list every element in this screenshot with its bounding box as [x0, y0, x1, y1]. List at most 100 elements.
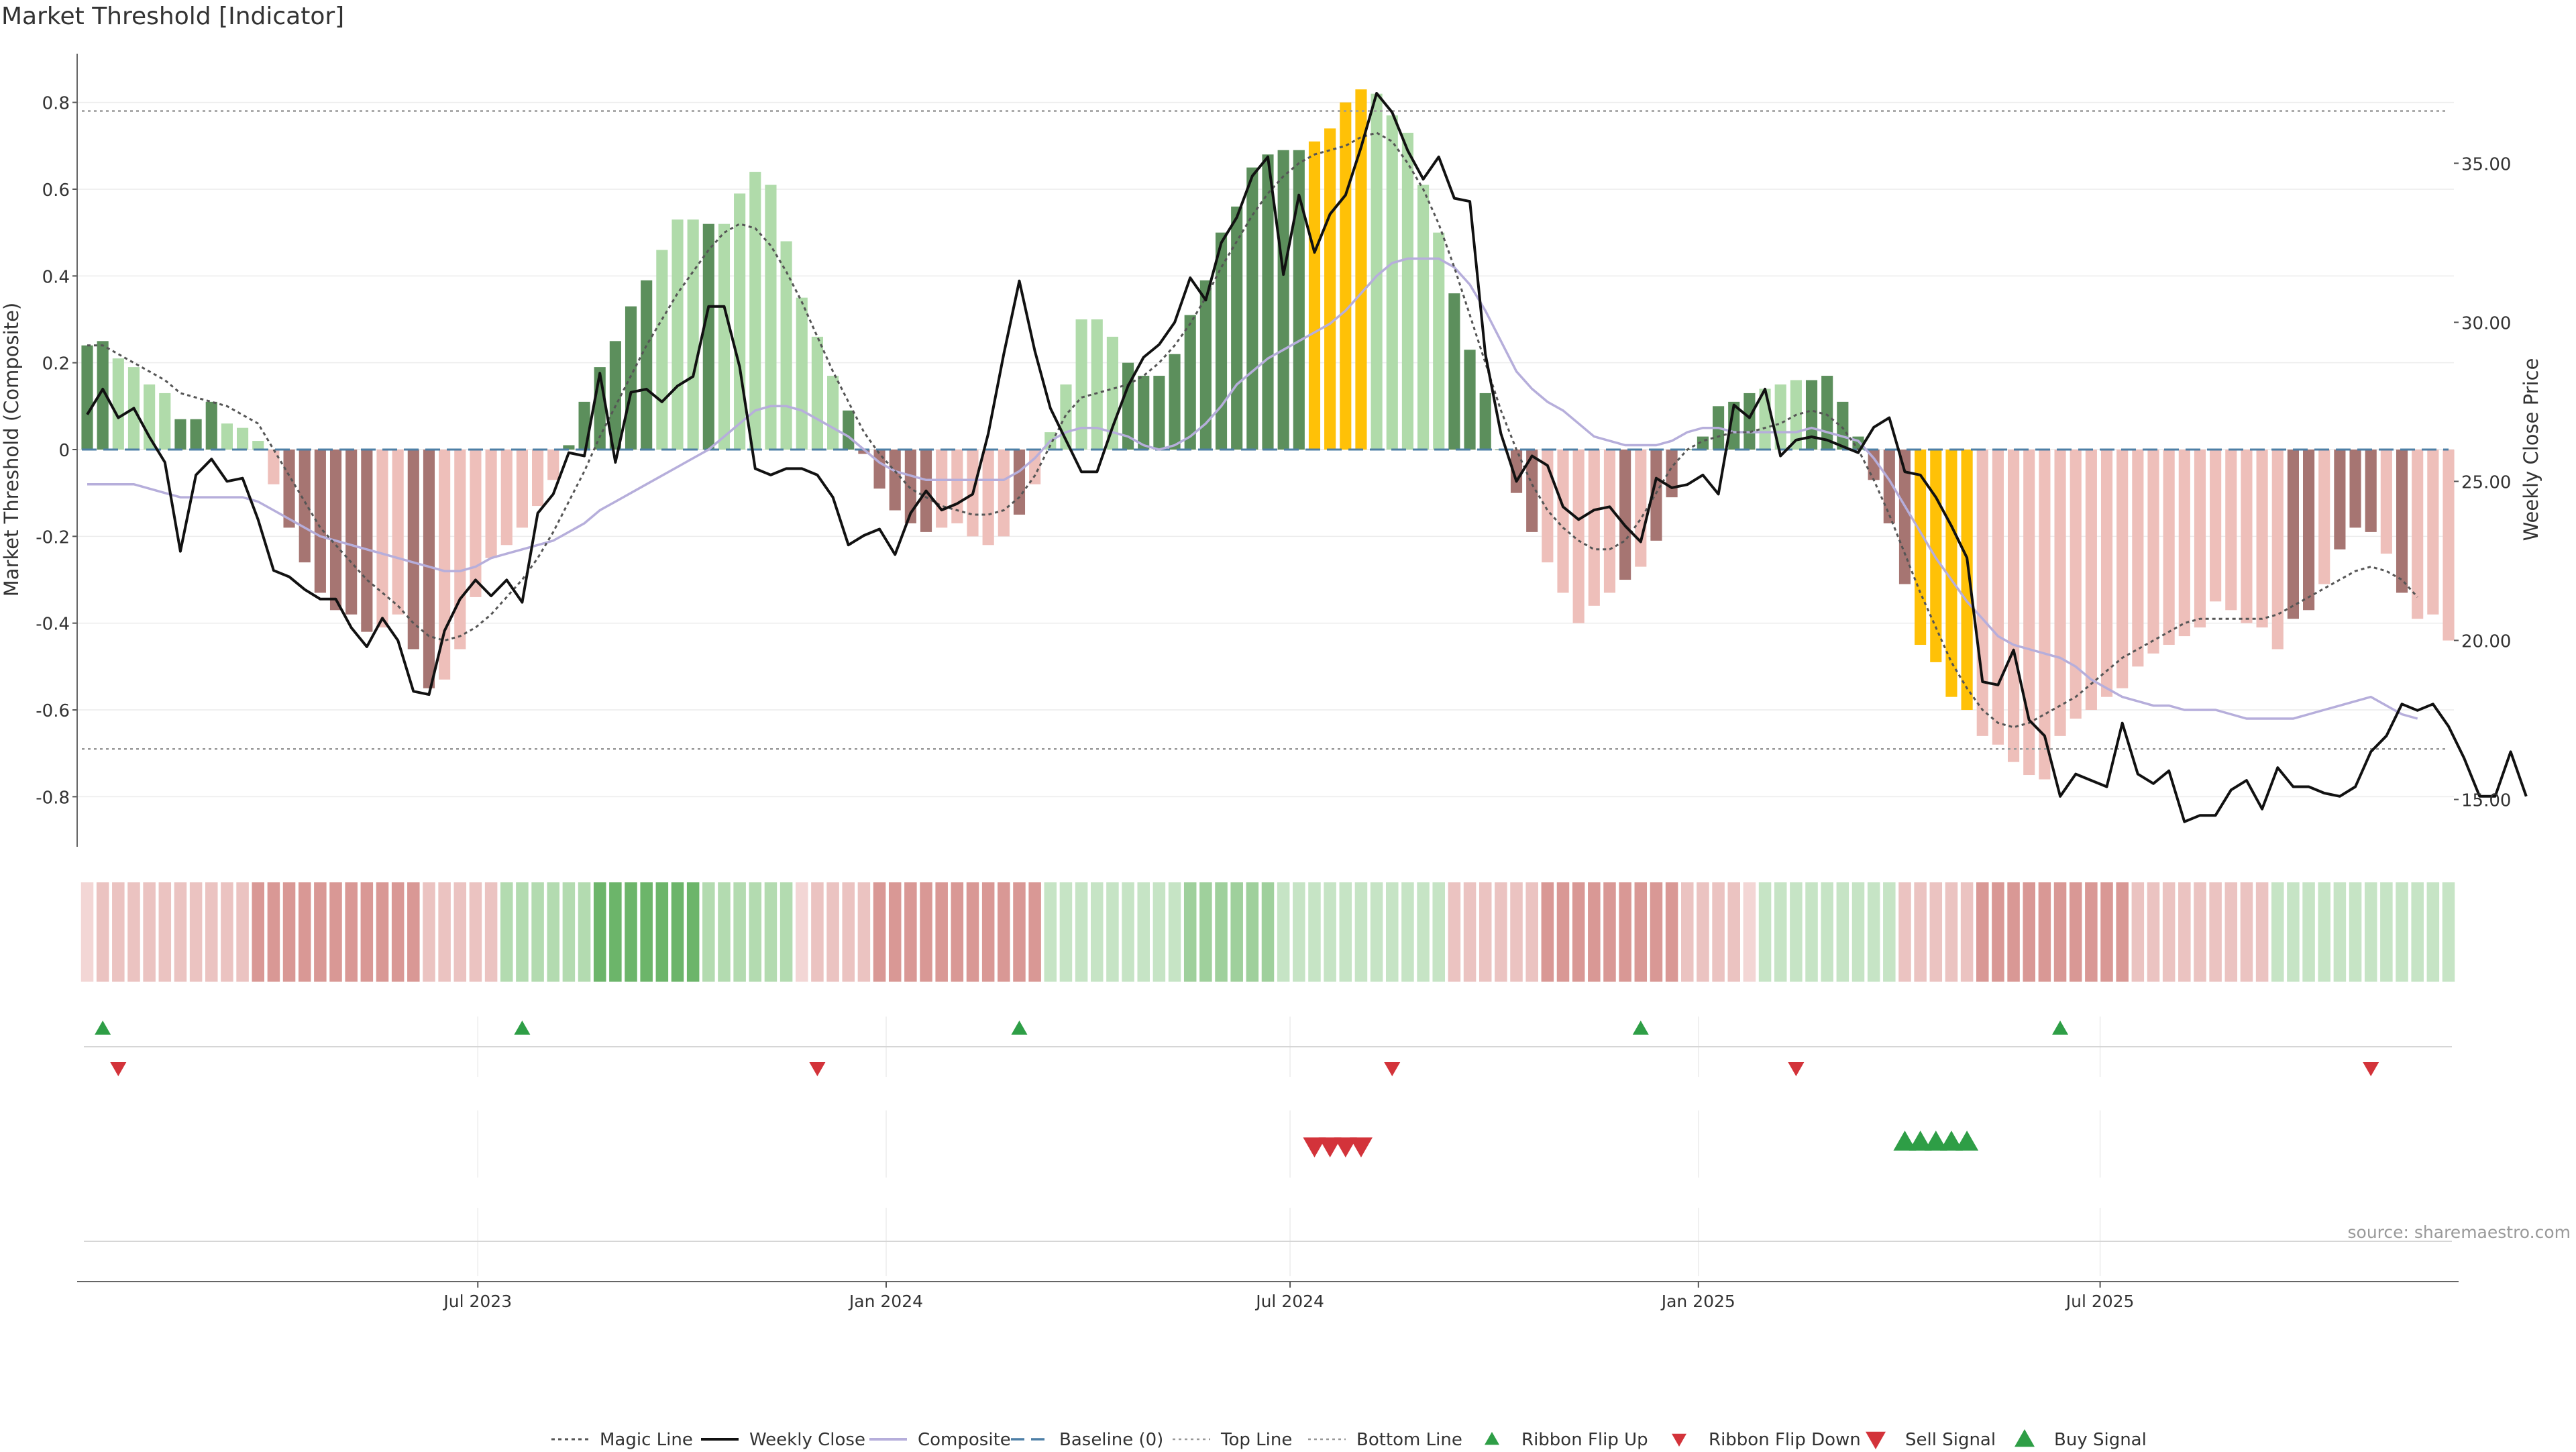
- ribbon-cell: [438, 882, 451, 982]
- composite-bar: [1479, 393, 1491, 450]
- composite-bar: [2210, 450, 2222, 602]
- legend: Magic Line Weekly Close Composite Baseline …: [551, 1429, 2147, 1450]
- ribbon-cell: [2131, 882, 2145, 982]
- ribbon-cell: [2411, 882, 2424, 982]
- composite-bar: [407, 450, 419, 650]
- composite-bar: [547, 450, 559, 480]
- ribbon-cell: [547, 882, 559, 982]
- composite-bar: [470, 450, 482, 597]
- composite-bar: [345, 450, 358, 615]
- ribbon-cell: [1324, 882, 1336, 982]
- composite-bar: [641, 280, 653, 450]
- composite-bar: [2178, 450, 2190, 637]
- ribbon-cell: [935, 882, 948, 982]
- ribbon-flip-up-marker: [514, 1021, 531, 1035]
- x-tick-label: Jul 2024: [1254, 1292, 1324, 1311]
- composite-bar: [221, 423, 233, 450]
- composite-bar: [1091, 319, 1103, 450]
- ribbon-cell: [749, 882, 762, 982]
- composite-bar: [1308, 141, 1321, 450]
- ribbon-cell: [951, 882, 964, 982]
- ribbon-cell: [2426, 882, 2440, 982]
- ribbon-cell: [2116, 882, 2129, 982]
- composite-bar: [174, 419, 186, 450]
- ribbon-cell: [423, 882, 435, 982]
- composite-bar: [2443, 450, 2455, 641]
- composite-bar: [1169, 354, 1181, 450]
- composite-bar: [1619, 450, 1631, 580]
- y-tick-label-right: 30.00: [2461, 313, 2511, 333]
- ribbon-cell: [236, 882, 249, 982]
- composite-bar: [1588, 450, 1600, 606]
- chart-title: Market Threshold [Indicator]: [1, 3, 344, 30]
- ribbon-cell: [127, 882, 140, 982]
- composite-bar: [2318, 450, 2330, 584]
- ribbon-strip: [80, 882, 2455, 982]
- ribbon-cell: [1634, 882, 1648, 982]
- ribbon-cell: [1075, 882, 1088, 982]
- ribbon-cell: [1758, 882, 1772, 982]
- composite-bar: [1743, 393, 1756, 450]
- sell-signal-marker: [1303, 1137, 1326, 1157]
- ribbon-cell: [1463, 882, 1477, 982]
- ribbon-cell: [2194, 882, 2206, 982]
- ribbon-cell: [2038, 882, 2051, 982]
- ribbon-cell: [1712, 882, 1725, 982]
- ribbon-cell: [189, 882, 203, 982]
- composite-bar: [1293, 150, 1305, 450]
- ribbon-cell: [873, 882, 886, 982]
- sell-signal-marker: [1318, 1137, 1342, 1157]
- composite-bar: [889, 450, 901, 511]
- y-axis-label-right: Weekly Close Price: [2520, 358, 2542, 541]
- composite-bar: [1277, 150, 1289, 450]
- ribbon-cell: [1867, 882, 1880, 982]
- ribbon-cell: [484, 882, 498, 982]
- x-tick-label: Jul 2025: [2065, 1292, 2135, 1311]
- composite-bar: [97, 341, 109, 450]
- y-tick-label-left: 0.6: [42, 180, 70, 201]
- composite-bar: [2287, 450, 2299, 619]
- legend-swatch: [1866, 1431, 1886, 1449]
- ribbon-cell: [1556, 882, 1570, 982]
- y-tick-label-left: 0.8: [42, 94, 70, 114]
- ribbon-cell: [796, 882, 808, 982]
- composite-bar: [1976, 450, 1988, 736]
- ribbon-cell: [1603, 882, 1616, 982]
- composite-bar: [734, 193, 746, 450]
- composite-bar: [765, 185, 777, 450]
- ribbon-cell: [1510, 882, 1523, 982]
- ribbon-cell: [1836, 882, 1849, 982]
- ribbon-cell: [1401, 882, 1414, 982]
- y-tick-label-left: -0.8: [36, 788, 70, 808]
- ribbon-cell: [2023, 882, 2035, 982]
- ribbon-cell: [96, 882, 109, 982]
- y-tick-label-left: -0.6: [36, 701, 70, 721]
- ribbon-cell: [1774, 882, 1787, 982]
- composite-bar: [811, 336, 823, 450]
- composite-bar: [2023, 450, 2035, 776]
- composite-bar: [237, 427, 249, 450]
- ribbon-cell: [2333, 882, 2347, 982]
- composite-bar: [578, 401, 590, 450]
- composite-bar: [2147, 450, 2159, 654]
- sell-signal-marker: [1334, 1137, 1357, 1157]
- ribbon-cell: [1370, 882, 1383, 982]
- composite-bar: [485, 450, 497, 558]
- y-axis-label-left: Market Threshold (Composite): [0, 303, 23, 597]
- ribbon-cell: [920, 882, 932, 982]
- composite-bar: [951, 450, 963, 523]
- composite-bar: [252, 441, 264, 450]
- ribbon-cell: [2069, 882, 2082, 982]
- composite-bar: [1805, 380, 1818, 450]
- ribbon-cell: [2240, 882, 2253, 982]
- composite-bar: [516, 450, 528, 528]
- ribbon-cell: [1525, 882, 1538, 982]
- ribbon-cell: [391, 882, 405, 982]
- composite-bar: [1448, 293, 1460, 450]
- ribbon-cell: [1091, 882, 1104, 982]
- ribbon-flip-up-marker: [2052, 1021, 2069, 1035]
- composite-bar: [687, 219, 699, 450]
- ribbon-cell: [1152, 882, 1166, 982]
